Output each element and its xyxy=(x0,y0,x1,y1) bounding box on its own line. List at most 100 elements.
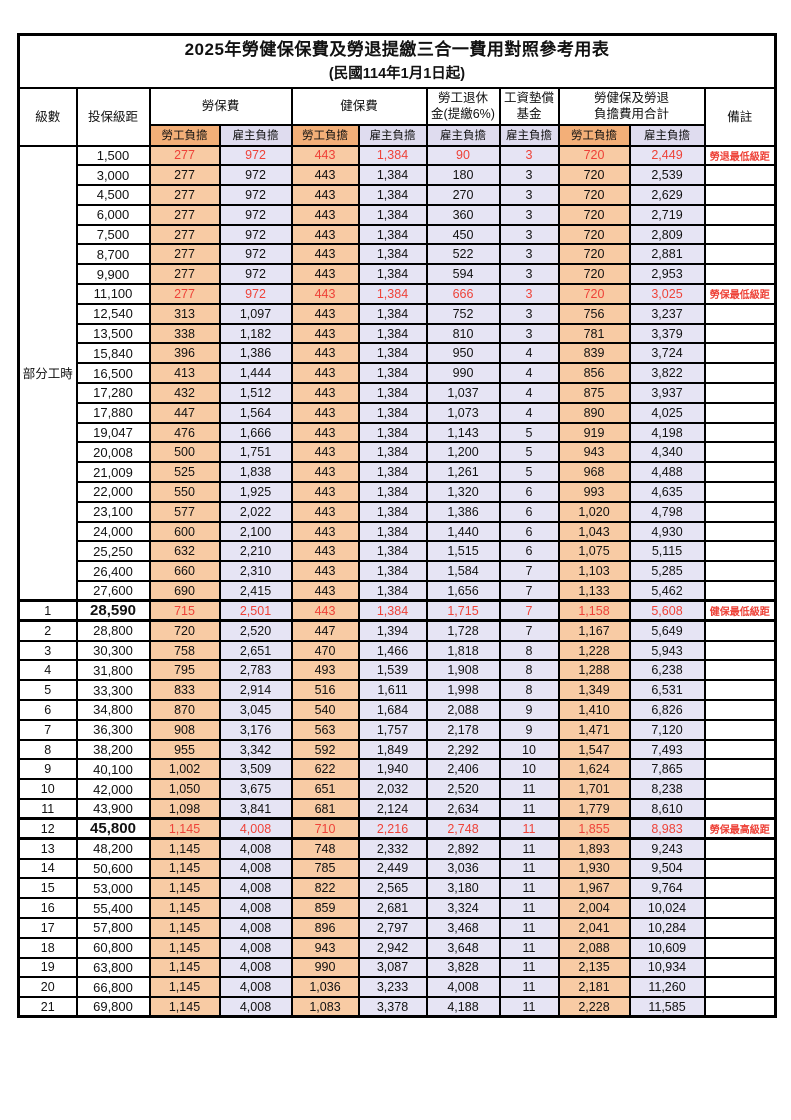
cell-hi_er: 1,384 xyxy=(357,283,428,305)
cell-hi_emp: 1,083 xyxy=(290,996,360,1018)
cell-hi_er: 2,332 xyxy=(357,837,428,860)
page-title: 2025年勞健保保費及勞退提繳三合一費用對照參考用表 xyxy=(184,40,610,60)
cell-pension: 3,828 xyxy=(425,956,501,979)
cell-bracket: 66,800 xyxy=(75,976,151,999)
table-body: 部分工時 1,500 277 972 443 1,384 90 3 720 2,449 勞退最低級距… xyxy=(17,144,777,1018)
cell-li_emp: 758 xyxy=(148,639,221,662)
cell-li_er: 1,751 xyxy=(218,441,293,464)
cell-fund: 11 xyxy=(498,817,560,841)
cell-bracket: 30,300 xyxy=(75,639,151,662)
cell-fund: 9 xyxy=(498,699,560,721)
cell-hi_emp: 859 xyxy=(290,897,360,919)
cell-bracket: 55,400 xyxy=(75,897,151,919)
subheader-total-employee: 勞工負擔 xyxy=(557,123,631,147)
cell-tot_emp: 2,135 xyxy=(557,956,631,979)
cell-bracket: 69,800 xyxy=(75,996,151,1018)
cell-bracket: 31,800 xyxy=(75,659,151,682)
cell-remark xyxy=(703,837,777,860)
cell-remark xyxy=(703,382,777,404)
wage-fund-header-line1: 工資墊償 xyxy=(503,91,554,105)
cell-hi_emp: 710 xyxy=(290,817,360,841)
cell-fund: 11 xyxy=(498,936,560,959)
table-row: 21 69,800 1,145 4,008 1,083 3,378 4,188 11 2,228… xyxy=(17,996,777,1018)
cell-bracket: 45,800 xyxy=(75,817,151,841)
cell-hi_er: 1,384 xyxy=(357,144,428,167)
cell-hi_er: 1,384 xyxy=(357,223,428,246)
cell-remark xyxy=(703,540,777,563)
cell-tot_er: 3,822 xyxy=(628,362,706,385)
cell-hi_er: 1,384 xyxy=(357,560,428,583)
cell-li_er: 1,564 xyxy=(218,401,293,424)
cell-remark xyxy=(703,421,777,444)
table-row: 14 50,600 1,145 4,008 785 2,449 3,036 11 1,930 9,… xyxy=(17,857,777,880)
cell-tot_er: 4,340 xyxy=(628,441,706,464)
wage-fund-header-line2: 基金 xyxy=(516,107,542,121)
cell-hi_er: 1,384 xyxy=(357,322,428,345)
cell-tot_emp: 1,624 xyxy=(557,758,631,781)
cell-fund: 6 xyxy=(498,520,560,543)
cell-li_emp: 690 xyxy=(148,580,221,602)
cell-li_emp: 1,145 xyxy=(148,857,221,880)
table-row: 部分工時 1,500 277 972 443 1,384 90 3 720 2,449 勞退最低級距 xyxy=(17,144,777,602)
table-row: 17,880 447 1,564 443 1,384 1,073 4 890 4,025 xyxy=(19,401,777,424)
cell-pension: 2,520 xyxy=(425,778,501,800)
cell-tot_er: 2,953 xyxy=(628,263,706,286)
cell-hi_er: 1,384 xyxy=(357,540,428,563)
cell-bracket: 12,540 xyxy=(75,302,151,325)
cell-tot_emp: 2,041 xyxy=(557,916,631,939)
cell-fund: 11 xyxy=(498,857,560,880)
cell-li_er: 4,008 xyxy=(218,936,293,959)
cell-pension: 90 xyxy=(425,144,501,167)
cell-remark xyxy=(703,679,777,702)
cell-bracket: 38,200 xyxy=(75,738,151,761)
cell-hi_er: 1,384 xyxy=(357,382,428,404)
cell-li_emp: 277 xyxy=(148,144,221,167)
cell-pension: 3,180 xyxy=(425,877,501,900)
cell-li_er: 1,512 xyxy=(218,382,293,404)
cell-tot_er: 2,629 xyxy=(628,184,706,206)
cell-tot_er: 10,284 xyxy=(628,916,706,939)
pension-header-line2: 金(提繳6%) xyxy=(431,107,495,121)
cell-pension: 3,324 xyxy=(425,897,501,919)
cell-pension: 2,748 xyxy=(425,817,501,841)
cell-bracket: 43,900 xyxy=(75,798,151,820)
cell-tot_emp: 890 xyxy=(557,401,631,424)
cell-li_emp: 447 xyxy=(148,401,221,424)
cell-tot_er: 2,809 xyxy=(628,223,706,246)
title-row: 2025年勞健保保費及勞退提繳三合一費用對照參考用表 (民國114年1月1日起) xyxy=(17,33,777,89)
cell-li_emp: 277 xyxy=(148,203,221,226)
cell-bracket: 48,200 xyxy=(75,837,151,860)
cell-li_er: 2,914 xyxy=(218,679,293,702)
cell-li_er: 2,100 xyxy=(218,520,293,543)
cell-hi_emp: 443 xyxy=(290,184,360,206)
cell-remark xyxy=(703,342,777,365)
cell-li_er: 3,176 xyxy=(218,718,293,741)
cell-remark xyxy=(703,718,777,741)
cell-remark xyxy=(703,936,777,959)
cell-hi_emp: 651 xyxy=(290,778,360,800)
cell-li_emp: 720 xyxy=(148,619,221,642)
cell-tot_er: 4,198 xyxy=(628,421,706,444)
cell-pension: 666 xyxy=(425,283,501,305)
cell-pension: 450 xyxy=(425,223,501,246)
cell-tot_emp: 1,893 xyxy=(557,837,631,860)
cell-tot_emp: 839 xyxy=(557,342,631,365)
cell-li_emp: 277 xyxy=(148,223,221,246)
cell-tot_emp: 720 xyxy=(557,144,631,167)
table-row: 26,400 660 2,310 443 1,384 1,584 7 1,103 5,285 xyxy=(19,560,777,583)
cell-tot_emp: 2,004 xyxy=(557,897,631,919)
cell-tot_er: 4,025 xyxy=(628,401,706,424)
cell-bracket: 26,400 xyxy=(75,560,151,583)
cell-pension: 1,320 xyxy=(425,481,501,503)
cell-bracket: 50,600 xyxy=(75,857,151,880)
cell-tot_emp: 1,288 xyxy=(557,659,631,682)
cell-tot_emp: 756 xyxy=(557,302,631,325)
cell-bracket: 21,009 xyxy=(75,461,151,484)
cell-bracket: 15,840 xyxy=(75,342,151,365)
total-header-line1: 勞健保及勞退 xyxy=(593,91,669,105)
cell-li_emp: 277 xyxy=(148,283,221,305)
cell-bracket: 9,900 xyxy=(75,263,151,286)
cell-tot_er: 2,719 xyxy=(628,203,706,226)
cell-pension: 522 xyxy=(425,243,501,266)
